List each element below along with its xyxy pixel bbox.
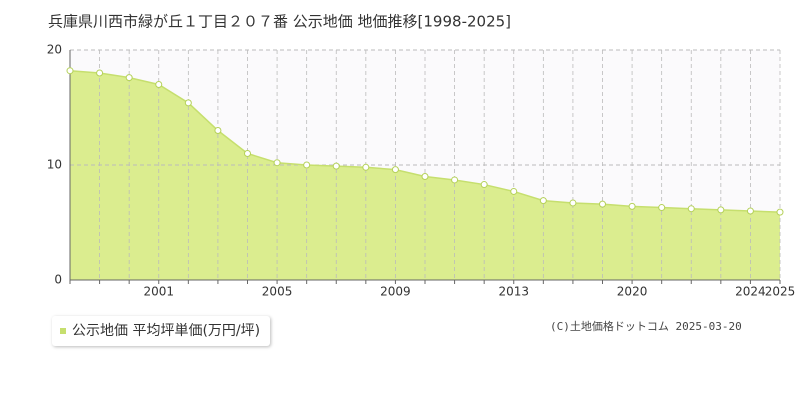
y-tick-label: 0 (54, 273, 62, 287)
chart: 兵庫県川西市緑が丘１丁目２０７番 公示地価 地価推移[1998-2025] 20… (47, 13, 796, 299)
y-tick-label: 20 (47, 43, 62, 57)
chart-title: 兵庫県川西市緑が丘１丁目２０７番 公示地価 地価推移[1998-2025] (48, 13, 511, 31)
point (687, 205, 695, 213)
point (66, 67, 74, 75)
point (391, 166, 399, 174)
point (658, 204, 666, 212)
legend-swatch (60, 328, 66, 334)
point (746, 207, 754, 215)
point (599, 200, 606, 208)
legend: 公示地価 平均坪単価(万円/坪) (52, 316, 271, 346)
x-tick-label: 2020 (617, 285, 648, 299)
point (125, 74, 133, 82)
point (480, 181, 488, 189)
point (273, 159, 281, 167)
x-tick-label: 2013 (498, 285, 529, 299)
x-tick-label: 2024 (735, 285, 766, 299)
point (628, 202, 636, 210)
point (155, 81, 163, 88)
point (569, 199, 577, 207)
legend-label: 公示地価 平均坪単価(万円/坪) (72, 323, 261, 339)
point (717, 206, 725, 214)
point (184, 99, 192, 107)
x-tick-label: 2009 (380, 285, 411, 299)
point (451, 176, 459, 184)
point (776, 208, 784, 216)
point (539, 197, 547, 205)
point (362, 163, 370, 171)
point (303, 161, 311, 169)
x-tick-label: 2001 (143, 285, 174, 299)
point (332, 162, 340, 170)
point (96, 69, 104, 77)
point (214, 127, 222, 134)
x-tick-label: 2025 (765, 285, 796, 299)
y-tick-label: 10 (47, 158, 62, 172)
point (244, 150, 251, 157)
point (510, 187, 518, 195)
x-tick-label: 2005 (262, 285, 293, 299)
point (421, 173, 429, 180)
credit: (C)土地価格ドットコム 2025-03-20 (550, 320, 742, 333)
